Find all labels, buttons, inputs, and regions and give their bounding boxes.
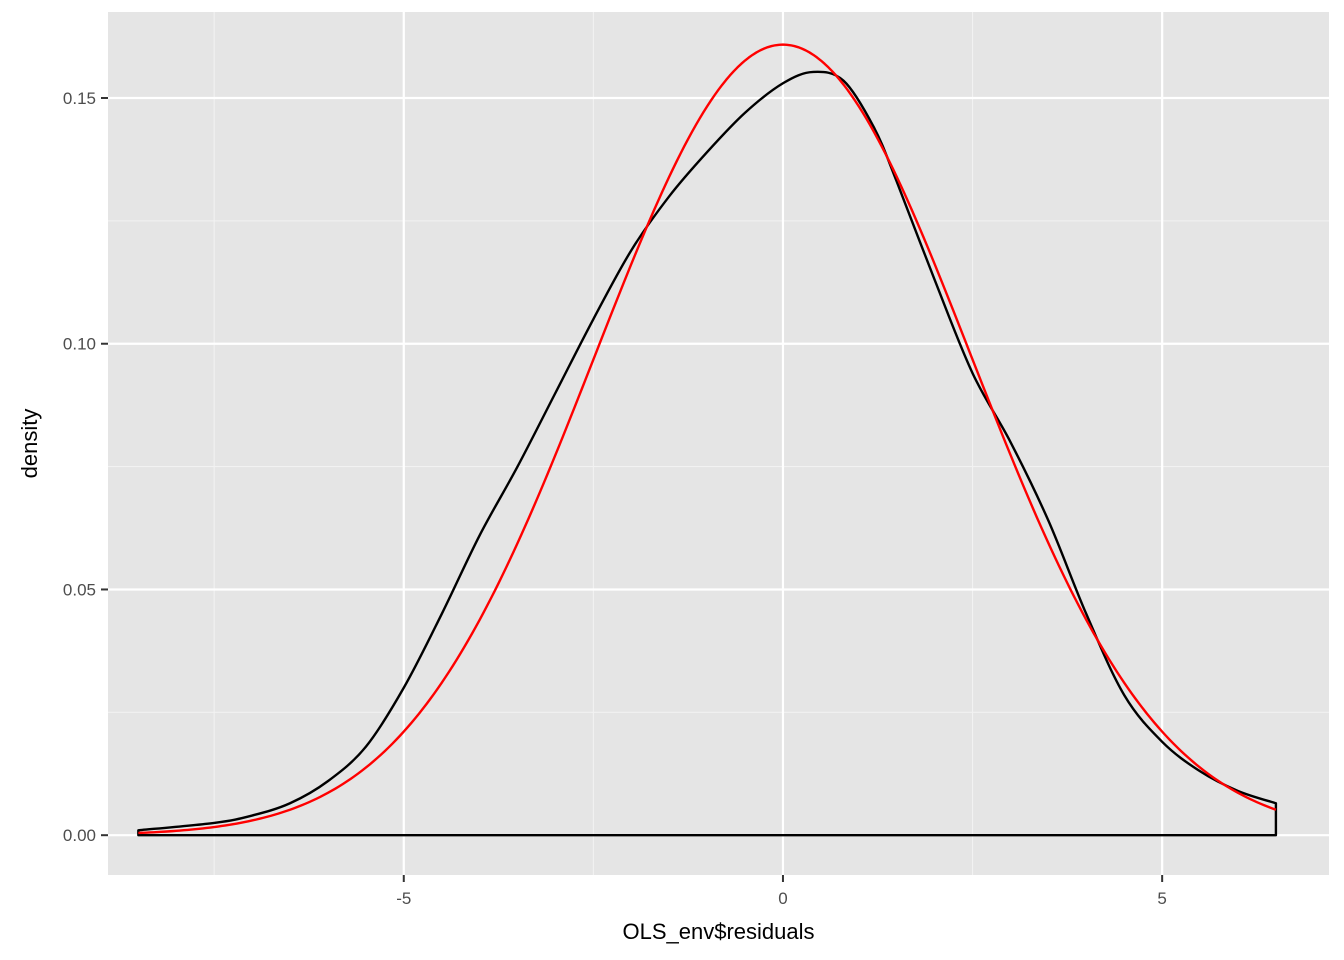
grid-minor [108, 12, 1329, 875]
density-curve [137, 70, 1278, 837]
x-axis: -5 0 5 [396, 875, 1167, 908]
y-tick-label: 0.10 [63, 335, 96, 354]
y-tick-label: 0.15 [63, 89, 96, 108]
x-tick-label: 5 [1157, 889, 1166, 908]
normal-curve [138, 43, 1277, 835]
y-axis: 0.00 0.05 0.10 0.15 [63, 89, 108, 845]
plot-panel [108, 12, 1329, 875]
y-tick-label: 0.05 [63, 580, 96, 599]
series-layer [137, 43, 1278, 837]
y-tick-label: 0.00 [63, 826, 96, 845]
x-axis-title: OLS_env$residuals [622, 919, 814, 944]
x-tick-label: 0 [778, 889, 787, 908]
y-axis-title: density [17, 409, 42, 479]
x-tick-label: -5 [396, 889, 411, 908]
